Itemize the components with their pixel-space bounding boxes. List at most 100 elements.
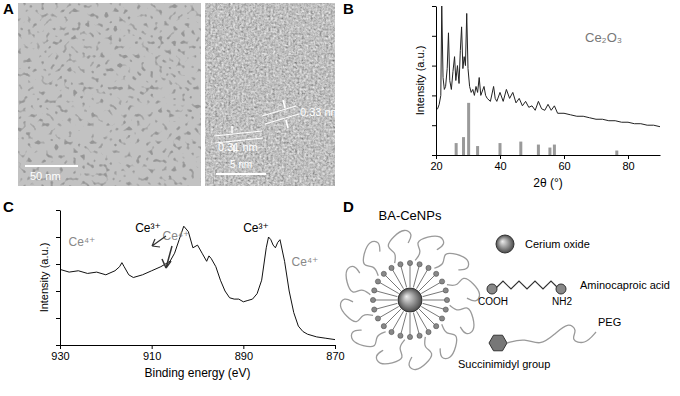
y-tick-mark [432, 155, 436, 156]
y-tick-mark [56, 210, 60, 211]
x-tick: 930 [51, 345, 69, 362]
peg-chain [434, 253, 468, 270]
x-tick: 80 [622, 155, 634, 172]
x-tick-label: 20 [430, 160, 442, 172]
linker [401, 313, 407, 334]
x-axis: 20406080 [430, 155, 660, 172]
y-tick [56, 291, 60, 292]
amine-end [439, 316, 444, 321]
amine-end [434, 271, 439, 276]
reference-bar [553, 145, 556, 155]
x-tick: 40 [494, 155, 506, 172]
x-tick: 20 [430, 155, 442, 172]
peg-chain [447, 278, 480, 301]
amine-end [444, 297, 449, 302]
ceria-core [398, 288, 422, 312]
legend-nh2 [556, 284, 566, 294]
peg-chain [376, 340, 404, 364]
amine-end [407, 260, 412, 265]
amine-end [398, 262, 403, 267]
linker [376, 291, 397, 297]
legend-peg [507, 325, 596, 343]
linker [401, 266, 407, 287]
linker [419, 275, 435, 291]
y-axis [432, 7, 437, 156]
x-tick-mark [628, 155, 629, 159]
y-axis [56, 211, 61, 346]
x-tick-mark [564, 155, 565, 159]
y-tick [56, 345, 60, 346]
amine-end [407, 334, 412, 339]
y-tick-mark [432, 66, 436, 67]
lattice-spacing: 0.31 nm [218, 141, 258, 153]
y-tick [432, 155, 436, 156]
y-tick-mark [56, 345, 60, 346]
amine-end [417, 333, 422, 338]
annotation: Ce⁴⁺ [163, 229, 190, 243]
amine-end [372, 288, 377, 293]
y-tick [432, 125, 436, 126]
amine-end [426, 265, 431, 270]
fringe-arrow [283, 100, 285, 108]
y-axis-title: Intensity (a.u.) [38, 243, 50, 313]
peg-chain [351, 330, 385, 347]
amine-end [375, 279, 380, 284]
x-tick-label: 40 [494, 160, 506, 172]
panel-d: BA-CeNPsCerium oxideAminocaproic acidCOO… [340, 208, 669, 370]
x-tick: 870 [326, 345, 344, 362]
linker [385, 309, 401, 325]
amine-end [443, 288, 448, 293]
x-axis-line [61, 345, 336, 346]
reference-bar [467, 103, 470, 155]
legend-cooh [487, 284, 497, 294]
linker [413, 266, 419, 287]
legend-chain [495, 281, 559, 289]
y-tick-mark [56, 237, 60, 238]
x-axis-title: 2θ (°) [533, 176, 562, 190]
linker [385, 275, 401, 291]
annotation: Ce³⁺ [135, 221, 161, 235]
x-axis: 930 910 890 870 [51, 345, 344, 362]
amine-end [434, 324, 439, 329]
y-axis-line [60, 211, 61, 346]
y-tick [56, 318, 60, 319]
y-tick-mark [432, 6, 436, 7]
y-tick-mark [432, 125, 436, 126]
y-tick [432, 95, 436, 96]
y-axis-title: Intensity (a.u.) [414, 46, 426, 116]
y-tick [432, 6, 436, 7]
peg-chain [363, 241, 380, 275]
hrtem-image [205, 3, 335, 186]
annotation-arrow [162, 246, 172, 268]
panel-label: B [343, 0, 354, 17]
amine-end [426, 329, 431, 334]
amine-end [381, 324, 386, 329]
reference-bar [537, 145, 540, 155]
panel-label: A [3, 0, 14, 17]
reference-bar [615, 151, 618, 155]
y-tick [56, 210, 60, 211]
fringe-line [214, 131, 262, 136]
y-tick-mark [56, 291, 60, 292]
x-tick-label: 80 [622, 160, 634, 172]
peg-chain [440, 324, 457, 358]
fringe-arrow [231, 126, 233, 133]
legend-ceria [496, 235, 514, 253]
x-tick-label: 910 [143, 350, 161, 362]
fringe-line [262, 106, 296, 116]
x-tick-mark [500, 155, 501, 159]
linker [375, 300, 397, 301]
amine-end [443, 307, 448, 312]
fringe-arrow [286, 120, 288, 128]
figure: ABCD50 nm5 nm0.33 nm0.31 nm204060802θ (°… [0, 0, 680, 396]
scale-bar-label: 5 nm [230, 159, 252, 170]
y-tick [56, 264, 60, 265]
linker [393, 311, 404, 330]
panel-a: 50 nm5 nm0.33 nm0.31 nm [18, 3, 340, 186]
chart: 204060802θ (°)Intensity (a.u.)Ce₂O₃ [414, 6, 661, 190]
reference-bar [499, 143, 502, 155]
panel-label: C [3, 198, 14, 215]
x-tick-label: 890 [235, 350, 253, 362]
linker [413, 313, 419, 334]
legend-text: COOH [478, 296, 508, 307]
